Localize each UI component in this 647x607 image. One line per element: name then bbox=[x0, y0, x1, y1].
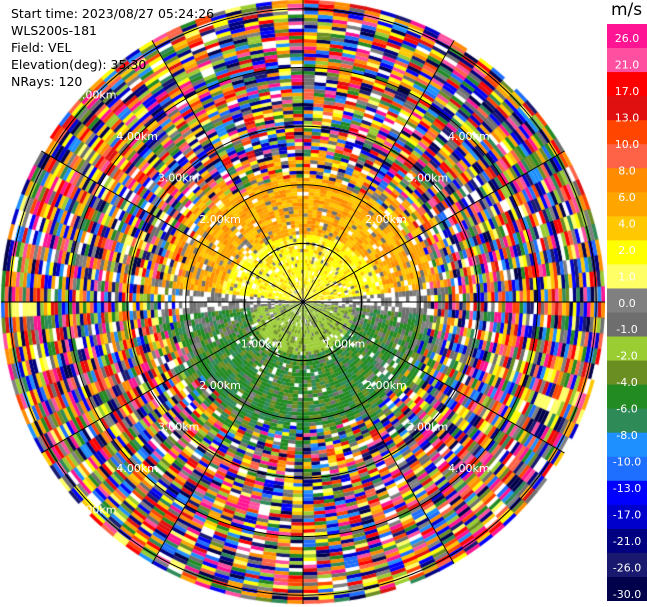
colorbar-segment bbox=[607, 528, 647, 554]
colorbar-segment bbox=[607, 144, 647, 169]
colorbar-tick-label: -1.0 bbox=[616, 323, 637, 336]
colorbar-tick-label: 6.0 bbox=[618, 191, 636, 204]
azimuth-line bbox=[41, 150, 304, 303]
range-ring bbox=[9, 8, 597, 596]
start-time-label: Start time: 2023/08/27 05:24:26 bbox=[11, 6, 215, 21]
colorbar-segment bbox=[607, 48, 647, 73]
colorbar-segment bbox=[607, 432, 647, 458]
colorbar-tick-label: -21.0 bbox=[613, 535, 641, 548]
range-ring-label: 3.00km bbox=[407, 420, 449, 433]
colorbar-tick-label: -8.0 bbox=[616, 429, 637, 442]
range-ring-label: 3.00km bbox=[158, 420, 200, 433]
colorbar-segment bbox=[607, 384, 647, 410]
colorbar-segment bbox=[607, 408, 647, 434]
range-ring-label: 2.00km bbox=[365, 379, 407, 392]
colorbar-tick-label: 0.0 bbox=[618, 297, 636, 310]
colorbar-tick-label: -17.0 bbox=[613, 509, 641, 522]
azimuth-line bbox=[151, 40, 304, 303]
range-ring-label: 1.00km bbox=[324, 337, 366, 350]
colorbar-tick-label: -10.0 bbox=[613, 456, 641, 469]
range-ring bbox=[67, 66, 539, 538]
colorbar-segment bbox=[607, 504, 647, 530]
colorbar-segment bbox=[607, 456, 647, 482]
instrument-label: WLS200s-181 bbox=[11, 23, 97, 38]
colorbar-segment bbox=[607, 240, 647, 265]
range-ring-label: 1.00km bbox=[241, 337, 283, 350]
nrays-label: NRays: 120 bbox=[11, 74, 83, 89]
colorbar-tick-label: 1.0 bbox=[618, 270, 636, 283]
elevation-label: Elevation(deg): 35.30 bbox=[11, 57, 147, 72]
range-ring bbox=[126, 125, 480, 479]
azimuth-line bbox=[302, 301, 455, 564]
range-ring-label: 3.00km bbox=[158, 172, 200, 185]
colorbar-segment bbox=[607, 168, 647, 193]
colorbar-segment bbox=[607, 480, 647, 506]
colorbar-segment bbox=[607, 552, 647, 578]
range-ring-label: 5.00km bbox=[75, 503, 117, 516]
range-ring-label: 2.00km bbox=[365, 213, 407, 226]
colorbar-segment bbox=[607, 312, 647, 338]
azimuth-line bbox=[41, 301, 304, 454]
colorbar-tick-label: 21.0 bbox=[615, 58, 640, 71]
colorbar-tick-label: 8.0 bbox=[618, 164, 636, 177]
range-ring-label: 4.00km bbox=[116, 130, 158, 143]
colorbar-segment bbox=[607, 288, 647, 313]
colorbar-tick-label: 2.0 bbox=[618, 244, 636, 257]
range-ring-label: 2.00km bbox=[199, 213, 241, 226]
colorbar-tick-label: -2.0 bbox=[616, 350, 637, 363]
azimuth-line bbox=[151, 301, 304, 564]
colorbar-tick-label: -26.0 bbox=[613, 562, 641, 575]
range-ring-label: 3.00km bbox=[407, 172, 449, 185]
colorbar-segment bbox=[607, 264, 647, 289]
colorbar-segment bbox=[607, 336, 647, 362]
colorbar-tick-label: -6.0 bbox=[616, 403, 637, 416]
range-ring-label: 2.00km bbox=[199, 379, 241, 392]
range-ring-label: 5.00km bbox=[75, 89, 117, 102]
colorbar-tick-label: 26.0 bbox=[615, 32, 640, 45]
azimuth-line bbox=[302, 150, 565, 303]
field-label: Field: VEL bbox=[11, 40, 72, 55]
colorbar-segment bbox=[607, 120, 647, 145]
colorbar-segment bbox=[607, 24, 647, 49]
colorbar-tick-label: 4.0 bbox=[618, 217, 636, 230]
range-ring-label: 4.00km bbox=[448, 462, 490, 475]
azimuth-line bbox=[302, 301, 565, 454]
colorbar-tick-label: 10.0 bbox=[615, 138, 640, 151]
colorbar-tick-label: 17.0 bbox=[615, 85, 640, 98]
colorbar-tick-label: 13.0 bbox=[615, 111, 640, 124]
colorbar-segment bbox=[607, 216, 647, 241]
colorbar-segment bbox=[607, 360, 647, 386]
range-ring-label: 4.00km bbox=[116, 462, 158, 475]
colorbar-segment bbox=[607, 72, 647, 97]
range-ring bbox=[243, 242, 363, 362]
range-ring-overlay: 1.00km 1.00km 2.00km 2.00km 2.00km 2.00km 3.00… bbox=[1, 0, 605, 604]
range-ring bbox=[185, 184, 421, 420]
colorbar-unit: m/s bbox=[611, 0, 643, 20]
colorbar-segment bbox=[607, 96, 647, 121]
azimuth-line bbox=[302, 40, 455, 303]
velocity-colorbar: 26.0 21.0 17.0 13.0 10.0 8.0 6.0 4.0 2.0 1.0 0.0 -1… bbox=[607, 24, 647, 601]
colorbar-segment bbox=[607, 576, 647, 601]
colorbar-tick-label: -13.0 bbox=[613, 482, 641, 495]
colorbar-tick-label: -4.0 bbox=[616, 376, 637, 389]
colorbar-tick-label: -30.0 bbox=[613, 588, 641, 601]
range-ring-label: 4.00km bbox=[448, 130, 490, 143]
colorbar-segment bbox=[607, 192, 647, 217]
